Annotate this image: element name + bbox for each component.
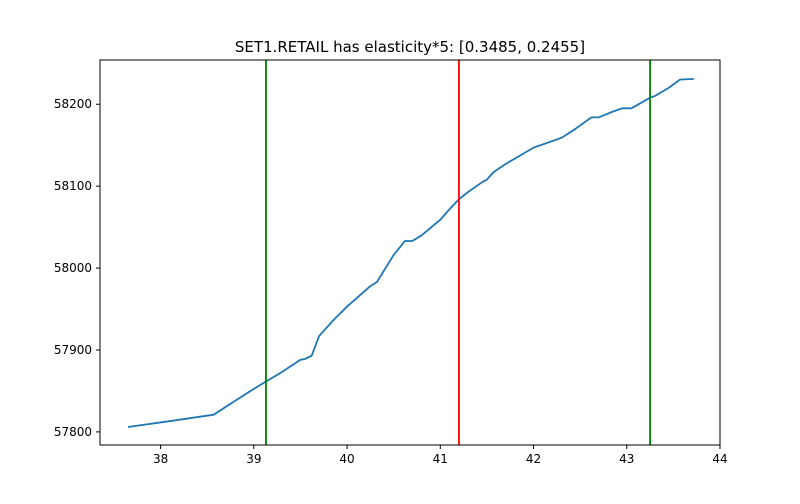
y-tick-label: 58200 — [54, 97, 92, 111]
y-tick-label: 58100 — [54, 179, 92, 193]
y-tick-label: 57800 — [54, 425, 92, 439]
x-tick-label: 40 — [339, 452, 354, 466]
x-tick-label: 39 — [246, 452, 261, 466]
x-tick-label: 41 — [433, 452, 448, 466]
y-tick-label: 58000 — [54, 261, 92, 275]
plot-frame — [99, 59, 721, 446]
x-tick-label: 44 — [712, 452, 727, 466]
plot-data-layer — [127, 60, 694, 445]
axis-layer: 38 39 40 41 42 43 44 57800 57900 58000 58100 58200 — [54, 97, 728, 466]
x-tick-label: 43 — [619, 452, 634, 466]
x-tick-label: 38 — [153, 452, 168, 466]
series-line-0 — [127, 77, 694, 428]
chart-title: SET1.RETAIL has elasticity*5: [0.3485, 0… — [235, 38, 585, 56]
x-tick-label: 42 — [526, 452, 541, 466]
y-tick-label: 57900 — [54, 343, 92, 357]
